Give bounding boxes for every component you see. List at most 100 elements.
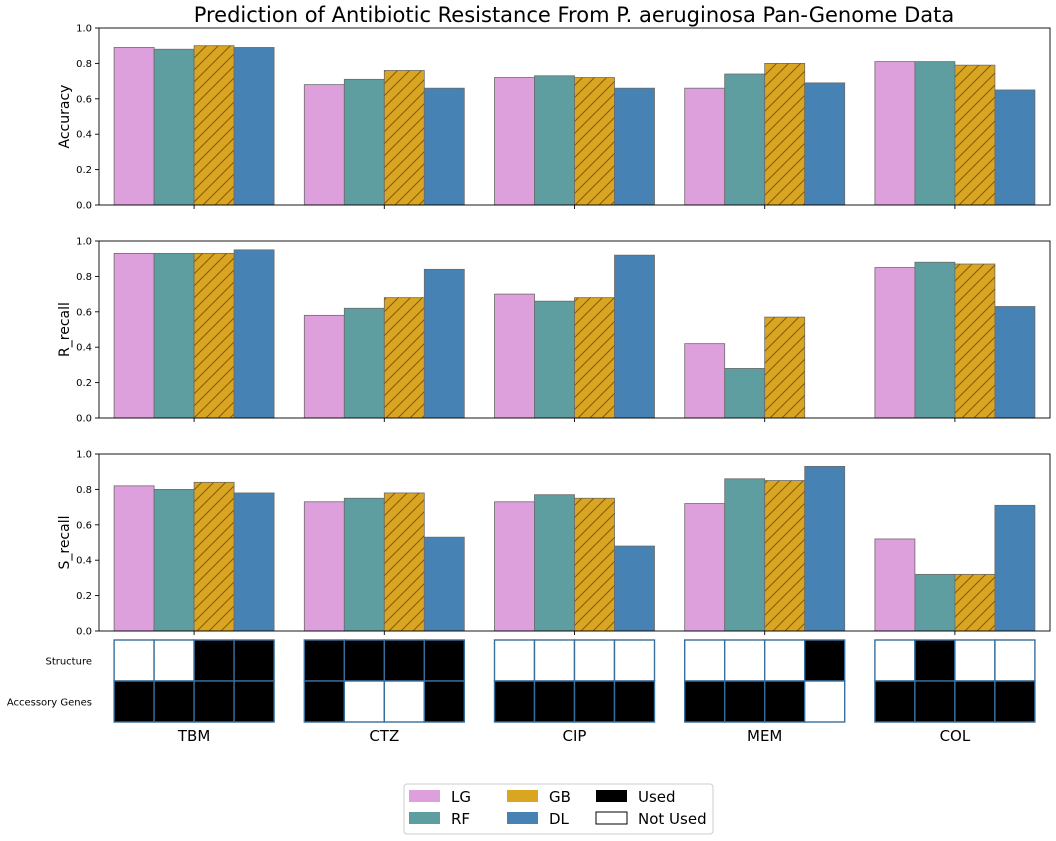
bar-rf-mem xyxy=(724,368,766,419)
bar-hatch-gb-ctz xyxy=(384,297,425,418)
bar-lg-col xyxy=(874,538,916,632)
bar-lg-ctz xyxy=(303,501,345,632)
bar-hatch-gb-tbm xyxy=(194,45,235,206)
y-tick-label: 0.0 xyxy=(76,414,92,425)
matrix-cell-tbm xyxy=(193,639,235,682)
matrix-cell-cip xyxy=(573,639,616,682)
bar-rf-col xyxy=(914,261,956,419)
matrix-cell-mem xyxy=(684,639,726,682)
bar-dl-ctz xyxy=(423,536,465,632)
bar-rf-ctz xyxy=(343,307,385,419)
legend-swatch-gb xyxy=(507,790,538,802)
bar-lg-cip xyxy=(494,77,535,206)
bar-hatch-gb-cip xyxy=(574,77,615,205)
matrix-cell-ctz xyxy=(383,680,425,723)
y-tick-label: 1.0 xyxy=(76,450,92,461)
matrix-cell-tbm xyxy=(153,680,195,723)
x-tick-label: COL xyxy=(940,727,971,745)
bar-rf-tbm xyxy=(153,488,195,632)
bar-lg-ctz xyxy=(303,314,345,419)
bar-hatch-gb-col xyxy=(954,264,995,418)
bar-rf-cip xyxy=(534,75,575,206)
y-tick-label: 1.0 xyxy=(76,237,92,248)
y-tick-label: 0.6 xyxy=(76,520,92,531)
bar-rf-cip xyxy=(534,494,575,632)
matrix-cell-col xyxy=(914,680,956,723)
bar-rf-cip xyxy=(534,300,575,419)
x-tick-label: MEM xyxy=(747,727,782,745)
matrix-cell-cip xyxy=(493,680,536,723)
legend-swatch-used xyxy=(596,790,627,802)
bar-lg-ctz xyxy=(303,84,345,206)
y-tick-label: 1.0 xyxy=(76,24,92,35)
x-tick-label: CIP xyxy=(563,727,587,745)
y-tick-label: 0.4 xyxy=(76,343,92,354)
bar-dl-col xyxy=(994,306,1036,419)
matrix-cell-tbm xyxy=(233,639,275,682)
matrix-cell-cip xyxy=(613,639,656,682)
legend-label-used: Used xyxy=(638,788,676,806)
bar-rf-tbm xyxy=(153,48,195,206)
bar-dl-tbm xyxy=(233,47,275,206)
bar-lg-cip xyxy=(494,501,535,632)
matrix-cell-cip xyxy=(533,639,576,682)
feature-matrix: Structure Accessory Genes TBM CTZ CIP MEM COL xyxy=(7,639,1036,745)
matrix-row-label: Accessory Genes xyxy=(7,698,92,709)
y-axis-label: Accuracy xyxy=(57,85,73,149)
legend-swatch-lg xyxy=(409,790,440,802)
matrix-cell-cip xyxy=(533,680,576,723)
bar-dl-cip xyxy=(614,545,655,632)
x-tick-label: CTZ xyxy=(369,727,399,745)
matrix-cell-cip xyxy=(493,639,536,682)
matrix-cell-col xyxy=(954,680,996,723)
y-tick-label: 0.2 xyxy=(76,591,92,602)
bar-lg-col xyxy=(874,61,916,206)
panel-accuracy: 0.0 0.2 0.4 0.6 0.8 1.0 Accuracy xyxy=(57,24,1051,212)
matrix-cell-mem xyxy=(724,639,766,682)
matrix-cell-col xyxy=(994,680,1036,723)
bar-lg-mem xyxy=(684,343,726,419)
legend-label-gb: GB xyxy=(549,788,571,806)
matrix-cell-cip xyxy=(573,680,616,723)
legend-box xyxy=(403,783,714,835)
bar-lg-cip xyxy=(494,293,535,419)
bar-dl-mem xyxy=(804,82,846,206)
legend-swatch-rf xyxy=(409,812,440,824)
matrix-cell-ctz xyxy=(303,639,345,682)
bar-hatch-gb-tbm xyxy=(194,253,235,418)
matrix-cell-ctz xyxy=(423,639,465,682)
bar-hatch-gb-cip xyxy=(574,297,615,418)
y-tick-label: 0.6 xyxy=(76,307,92,318)
bar-hatch-gb-mem xyxy=(764,480,805,631)
matrix-cell-tbm xyxy=(113,680,155,723)
chart-title: Prediction of Antibiotic Resistance From… xyxy=(194,3,955,27)
bar-lg-tbm xyxy=(113,485,155,632)
legend-label-lg: LG xyxy=(451,788,471,806)
legend-swatch-not-used xyxy=(595,811,628,825)
matrix-cell-mem xyxy=(804,680,846,723)
bar-lg-mem xyxy=(684,87,726,206)
bar-dl-col xyxy=(994,89,1036,206)
y-tick-label: 0.8 xyxy=(76,59,92,70)
bar-rf-ctz xyxy=(343,497,385,632)
y-tick-label: 0.6 xyxy=(76,94,92,105)
bar-hatch-gb-ctz xyxy=(384,70,425,205)
matrix-cell-col xyxy=(874,639,916,682)
y-tick-label: 0.2 xyxy=(76,165,92,176)
bar-hatch-gb-col xyxy=(954,65,995,205)
matrix-cell-cip xyxy=(613,680,656,723)
bar-hatch-gb-cip xyxy=(574,498,615,631)
matrix-cell-tbm xyxy=(153,639,195,682)
bar-rf-col xyxy=(914,61,956,206)
bar-lg-tbm xyxy=(113,47,155,206)
matrix-cell-col xyxy=(994,639,1036,682)
bar-lg-col xyxy=(874,267,916,419)
matrix-cell-ctz xyxy=(303,680,345,723)
bar-dl-cip xyxy=(614,254,655,419)
panel-s-recall: 0.0 0.2 0.4 0.6 0.8 1.0 S_recall xyxy=(57,450,1051,638)
bar-hatch-gb-ctz xyxy=(384,492,425,631)
bar-lg-mem xyxy=(684,503,726,632)
matrix-row-label: Structure xyxy=(45,657,92,668)
bar-dl-ctz xyxy=(423,268,465,419)
